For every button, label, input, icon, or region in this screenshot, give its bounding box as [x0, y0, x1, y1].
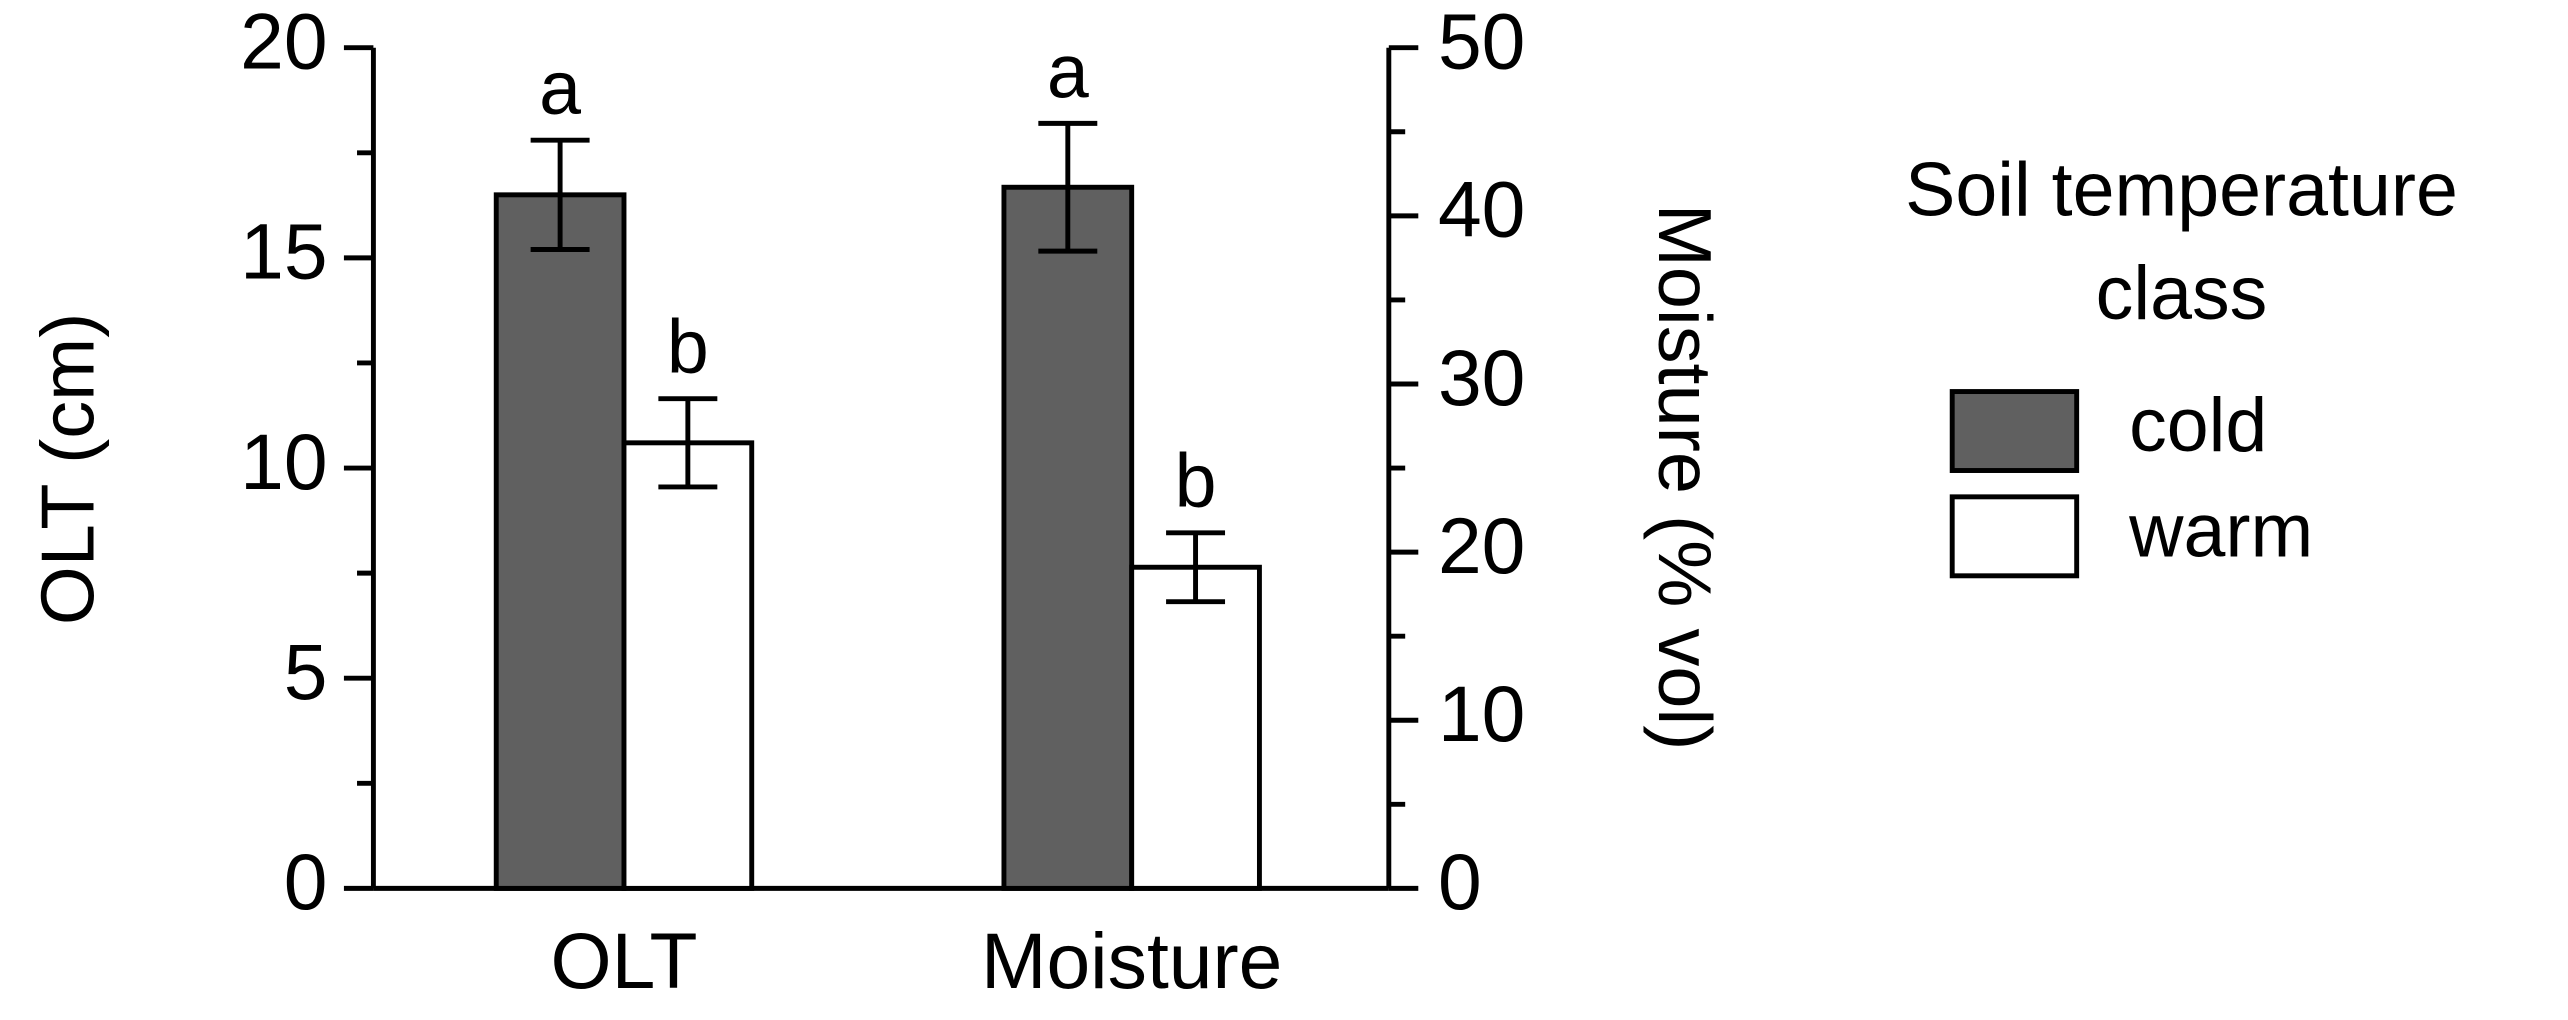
y2-tick-label: 0	[1438, 838, 1482, 926]
annotation: b	[1175, 439, 1217, 523]
bar	[1129, 564, 1262, 891]
y2-tick-label: 20	[1438, 502, 1525, 590]
bar	[1001, 184, 1135, 891]
bar	[621, 440, 755, 891]
annotation: a	[1047, 29, 1089, 113]
bar	[493, 192, 627, 891]
legend-title: Soil temperature class	[1905, 146, 2458, 336]
y-tick-label: 0	[284, 838, 328, 926]
legend-title-box: Soil temperature class	[1905, 146, 2458, 336]
x-tick-label: OLT	[550, 917, 697, 1005]
legend-swatch	[1949, 389, 2080, 473]
y-tick-label: 20	[240, 0, 327, 86]
annotation: b	[667, 304, 709, 388]
legend-label: warm	[2128, 488, 2313, 572]
x-tick-label: Moisture	[981, 917, 1282, 1005]
annotation: a	[539, 46, 581, 130]
y2-tick-label: 50	[1438, 0, 1525, 86]
legend-swatch	[1949, 494, 2080, 579]
y2-tick-label: 40	[1438, 166, 1525, 254]
y2-tick-label: 10	[1438, 670, 1525, 758]
y2-tick-label: 30	[1438, 334, 1525, 422]
legend-label: cold	[2129, 383, 2267, 467]
y-tick-label: 5	[284, 628, 328, 716]
y-tick-label: 10	[240, 418, 327, 506]
y-tick-label: 15	[240, 208, 327, 296]
y2-axis-title: Moisture (% vol)	[1643, 204, 1727, 751]
y-axis-title: OLT (cm)	[26, 313, 110, 625]
